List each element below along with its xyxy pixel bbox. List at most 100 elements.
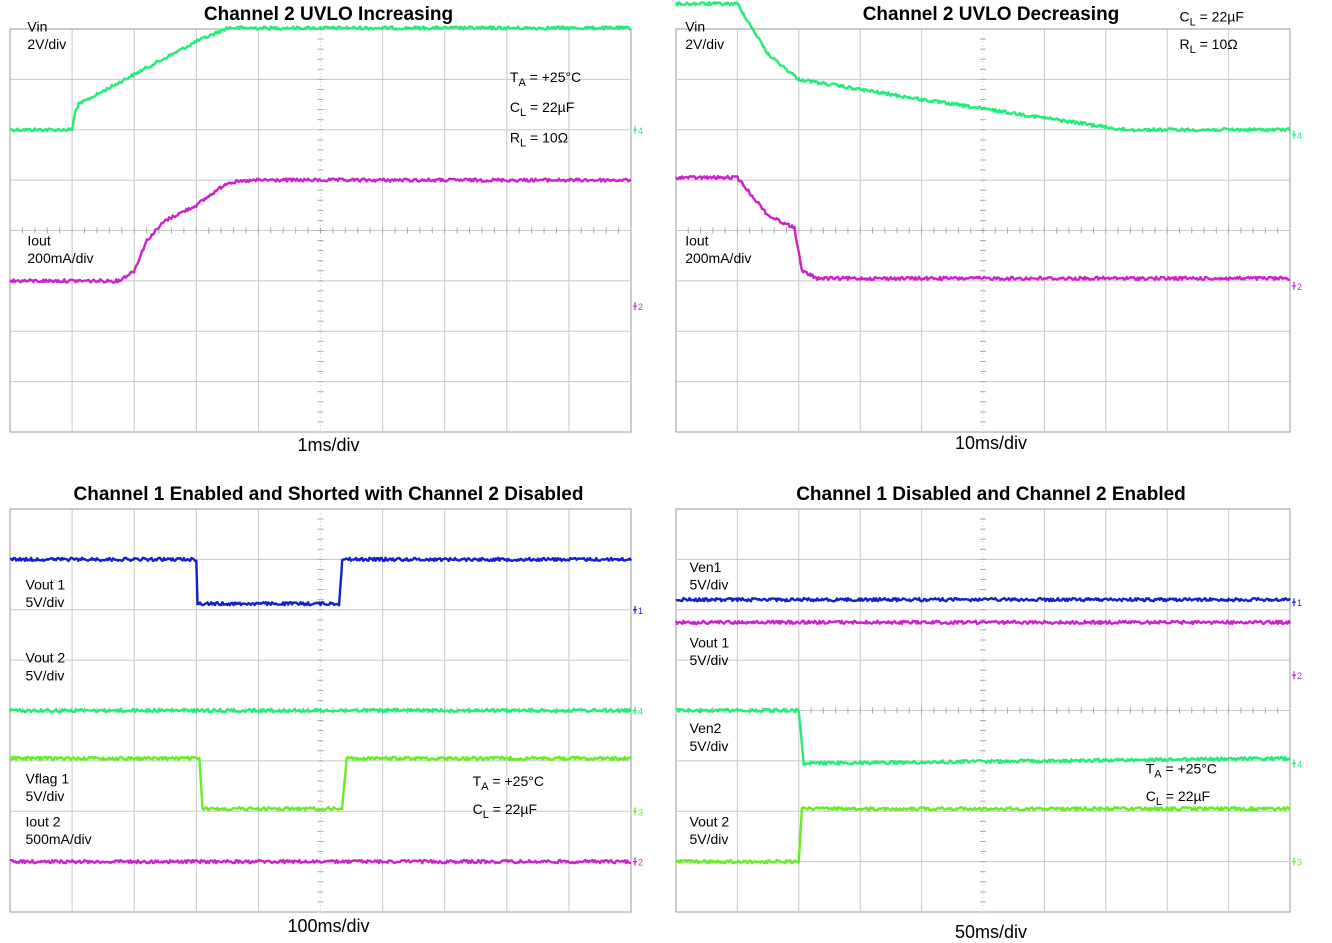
channel-marker: 3 bbox=[633, 807, 643, 817]
trace-label: Iout 2 bbox=[26, 813, 61, 829]
chart-title: Channel 1 Disabled and Channel 2 Enabled bbox=[796, 484, 1186, 505]
trace-label: Ven1 bbox=[690, 559, 722, 575]
marker-glyph bbox=[633, 302, 637, 311]
value: = 22µF bbox=[1196, 8, 1244, 24]
trace-label: 5V/div bbox=[690, 738, 729, 754]
value: = +25°C bbox=[489, 773, 544, 789]
trace-vout-2 bbox=[8, 707, 633, 714]
scope-panel-ch1-shorted: Channel 1 Enabled and Shorted with Chann… bbox=[8, 480, 647, 940]
timebase-label: 100ms/div bbox=[287, 916, 370, 936]
marker-number: 4 bbox=[638, 707, 643, 717]
trace-vout-1 bbox=[9, 556, 633, 607]
condition-label: TA = +25°C bbox=[1146, 760, 1217, 780]
marker-glyph bbox=[1292, 671, 1296, 680]
timebase-label: 10ms/div bbox=[954, 433, 1028, 453]
condition-label: CL = 22µF bbox=[510, 99, 574, 119]
trace-vout-1 bbox=[674, 619, 1292, 626]
marker-number: 1 bbox=[638, 606, 643, 616]
trace-label: Vout 2 bbox=[26, 650, 66, 666]
scope-panel-uvlo-increasing: Channel 2 UVLO Increasing 4 2 Vin 2V/div Iou… bbox=[9, 0, 647, 460]
marker-number: 4 bbox=[1297, 131, 1302, 141]
subscript: L bbox=[1156, 796, 1162, 808]
trace-label: 5V/div bbox=[690, 652, 729, 668]
marker-number: 1 bbox=[1297, 598, 1302, 608]
trace-label: 5V/div bbox=[690, 577, 729, 593]
marker-glyph bbox=[1292, 857, 1296, 866]
condition-label: CL = 22µF bbox=[1179, 8, 1243, 28]
trace-vin bbox=[9, 25, 632, 133]
symbol: T bbox=[1146, 760, 1155, 776]
marker-number: 2 bbox=[1297, 282, 1302, 292]
condition-label: CL = 22µF bbox=[473, 801, 537, 821]
trace-label: Vin bbox=[27, 19, 47, 35]
trace-label: Vout 1 bbox=[26, 577, 66, 593]
marker-glyph bbox=[633, 125, 637, 134]
value: = 22µF bbox=[1162, 788, 1210, 804]
condition-label: TA = +25°C bbox=[510, 69, 581, 89]
trace-label: Iout bbox=[27, 233, 50, 249]
trace-label: 5V/div bbox=[26, 667, 65, 683]
marker-number: 3 bbox=[638, 807, 643, 817]
marker-glyph bbox=[633, 605, 637, 614]
value: = 22µF bbox=[526, 99, 574, 115]
channel-marker: 3 bbox=[1292, 857, 1302, 868]
symbol: R bbox=[1179, 36, 1189, 52]
value: = 22µF bbox=[489, 801, 537, 817]
condition-label: RL = 10Ω bbox=[1179, 36, 1237, 56]
symbol: C bbox=[1146, 788, 1156, 804]
symbol: R bbox=[510, 129, 520, 145]
marker-glyph bbox=[633, 706, 637, 715]
trace-label: 5V/div bbox=[690, 831, 729, 847]
marker-number: 2 bbox=[638, 302, 643, 312]
center-ticks bbox=[675, 28, 1291, 433]
subscript: L bbox=[1190, 44, 1196, 56]
marker-number: 4 bbox=[638, 126, 643, 136]
trace-label: 200mA/div bbox=[685, 250, 751, 266]
value: = +25°C bbox=[1162, 760, 1217, 776]
trace-iout bbox=[9, 177, 632, 284]
subscript: L bbox=[483, 809, 489, 821]
subscript: L bbox=[520, 137, 526, 149]
subscript: A bbox=[1154, 768, 1162, 780]
marker-glyph bbox=[1292, 130, 1296, 139]
channel-marker: 4 bbox=[633, 125, 643, 136]
subscript: A bbox=[518, 77, 526, 89]
value: = +25°C bbox=[526, 69, 581, 85]
trace-ven1 bbox=[675, 596, 1291, 603]
trace-label: Vout 2 bbox=[690, 813, 730, 829]
marker-number: 2 bbox=[638, 858, 643, 868]
trace-label: Iout bbox=[685, 233, 708, 249]
channel-marker: 4 bbox=[633, 706, 643, 717]
condition-label: TA = +25°C bbox=[1179, 0, 1250, 1]
symbol: C bbox=[510, 99, 520, 115]
marker-number: 2 bbox=[1297, 671, 1302, 681]
timebase-label: 1ms/div bbox=[297, 435, 360, 455]
trace-label: 200mA/div bbox=[27, 250, 93, 266]
chart-title: Channel 2 UVLO Decreasing bbox=[862, 4, 1120, 25]
timebase-label: 50ms/div bbox=[954, 922, 1028, 942]
trace-label: Vout 1 bbox=[690, 635, 730, 651]
symbol: C bbox=[1179, 8, 1189, 24]
trace-label: Vflag 1 bbox=[26, 771, 70, 787]
subscript: L bbox=[1190, 16, 1196, 28]
trace-label: 5V/div bbox=[26, 788, 65, 804]
channel-marker: 1 bbox=[633, 605, 643, 616]
chart-title: Channel 1 Enabled and Shorted with Chann… bbox=[73, 484, 584, 505]
subscript: A bbox=[1188, 0, 1196, 1]
trace-vflag-1 bbox=[9, 755, 632, 812]
channel-marker: 4 bbox=[1292, 130, 1302, 141]
trace-vin bbox=[674, 0, 1292, 133]
condition-label: TA = +25°C bbox=[473, 773, 544, 793]
value: = 10Ω bbox=[526, 129, 568, 145]
marker-glyph bbox=[633, 857, 637, 866]
symbol: T bbox=[473, 773, 482, 789]
trace-label: Ven2 bbox=[690, 720, 722, 736]
symbol: T bbox=[510, 69, 519, 85]
channel-marker: 2 bbox=[633, 302, 643, 312]
marker-glyph bbox=[1292, 598, 1296, 607]
scope-panel-uvlo-decreasing: Channel 2 UVLO Decreasing 4 2 Vin 2V/div Iou… bbox=[674, 0, 1306, 460]
